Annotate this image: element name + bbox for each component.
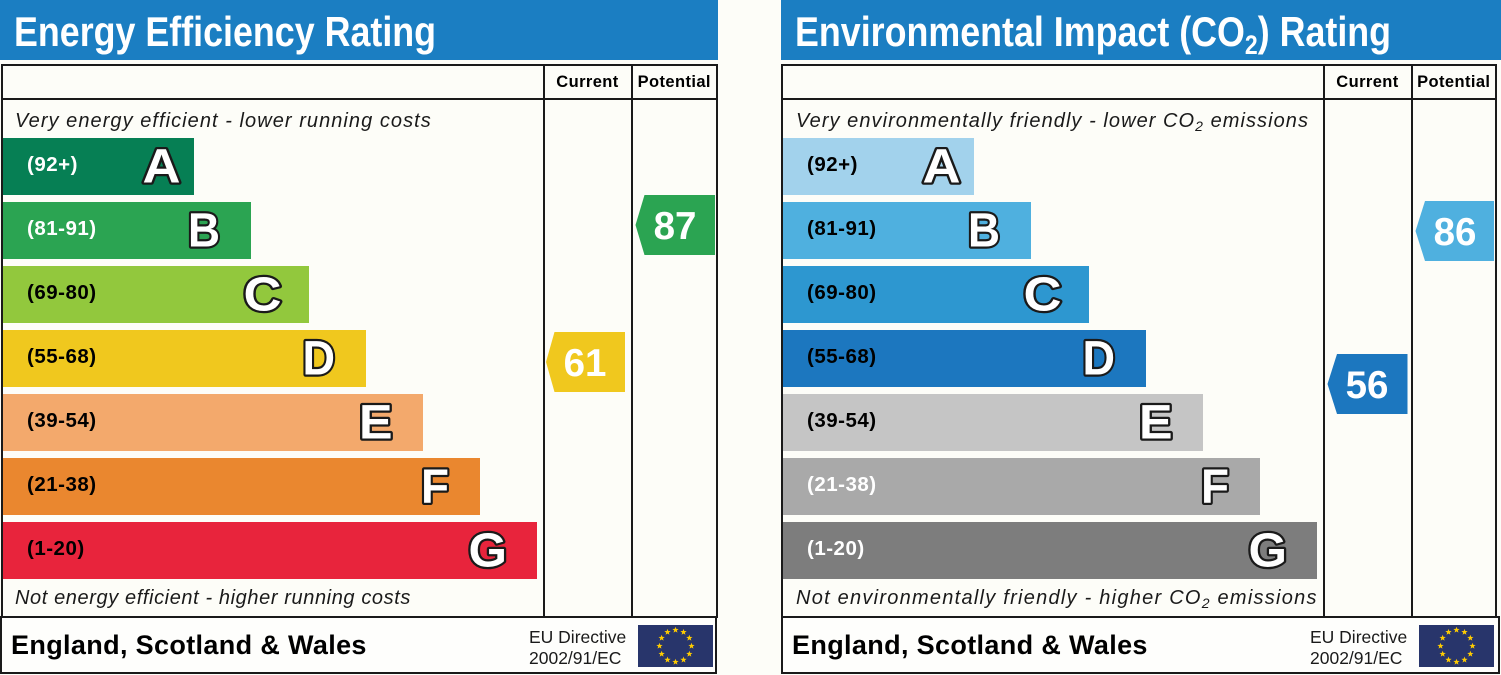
svg-text:F: F bbox=[421, 461, 449, 514]
svg-text:C: C bbox=[1024, 269, 1062, 322]
svg-text:D: D bbox=[1083, 333, 1116, 386]
svg-text:D: D bbox=[303, 333, 336, 386]
svg-text:B: B bbox=[188, 205, 220, 258]
svg-text:56: 56 bbox=[1346, 364, 1389, 407]
svg-text:B: B bbox=[968, 205, 1000, 258]
svg-text:86: 86 bbox=[1434, 211, 1477, 254]
svg-text:E: E bbox=[1139, 397, 1173, 450]
svg-text:G: G bbox=[1249, 525, 1288, 578]
svg-text:A: A bbox=[923, 141, 961, 194]
svg-text:E: E bbox=[359, 397, 393, 450]
svg-text:F: F bbox=[1201, 461, 1229, 514]
svg-text:61: 61 bbox=[564, 342, 607, 385]
svg-text:A: A bbox=[143, 141, 181, 194]
svg-text:87: 87 bbox=[654, 205, 697, 248]
svg-text:C: C bbox=[244, 269, 282, 322]
svg-text:G: G bbox=[469, 525, 508, 578]
